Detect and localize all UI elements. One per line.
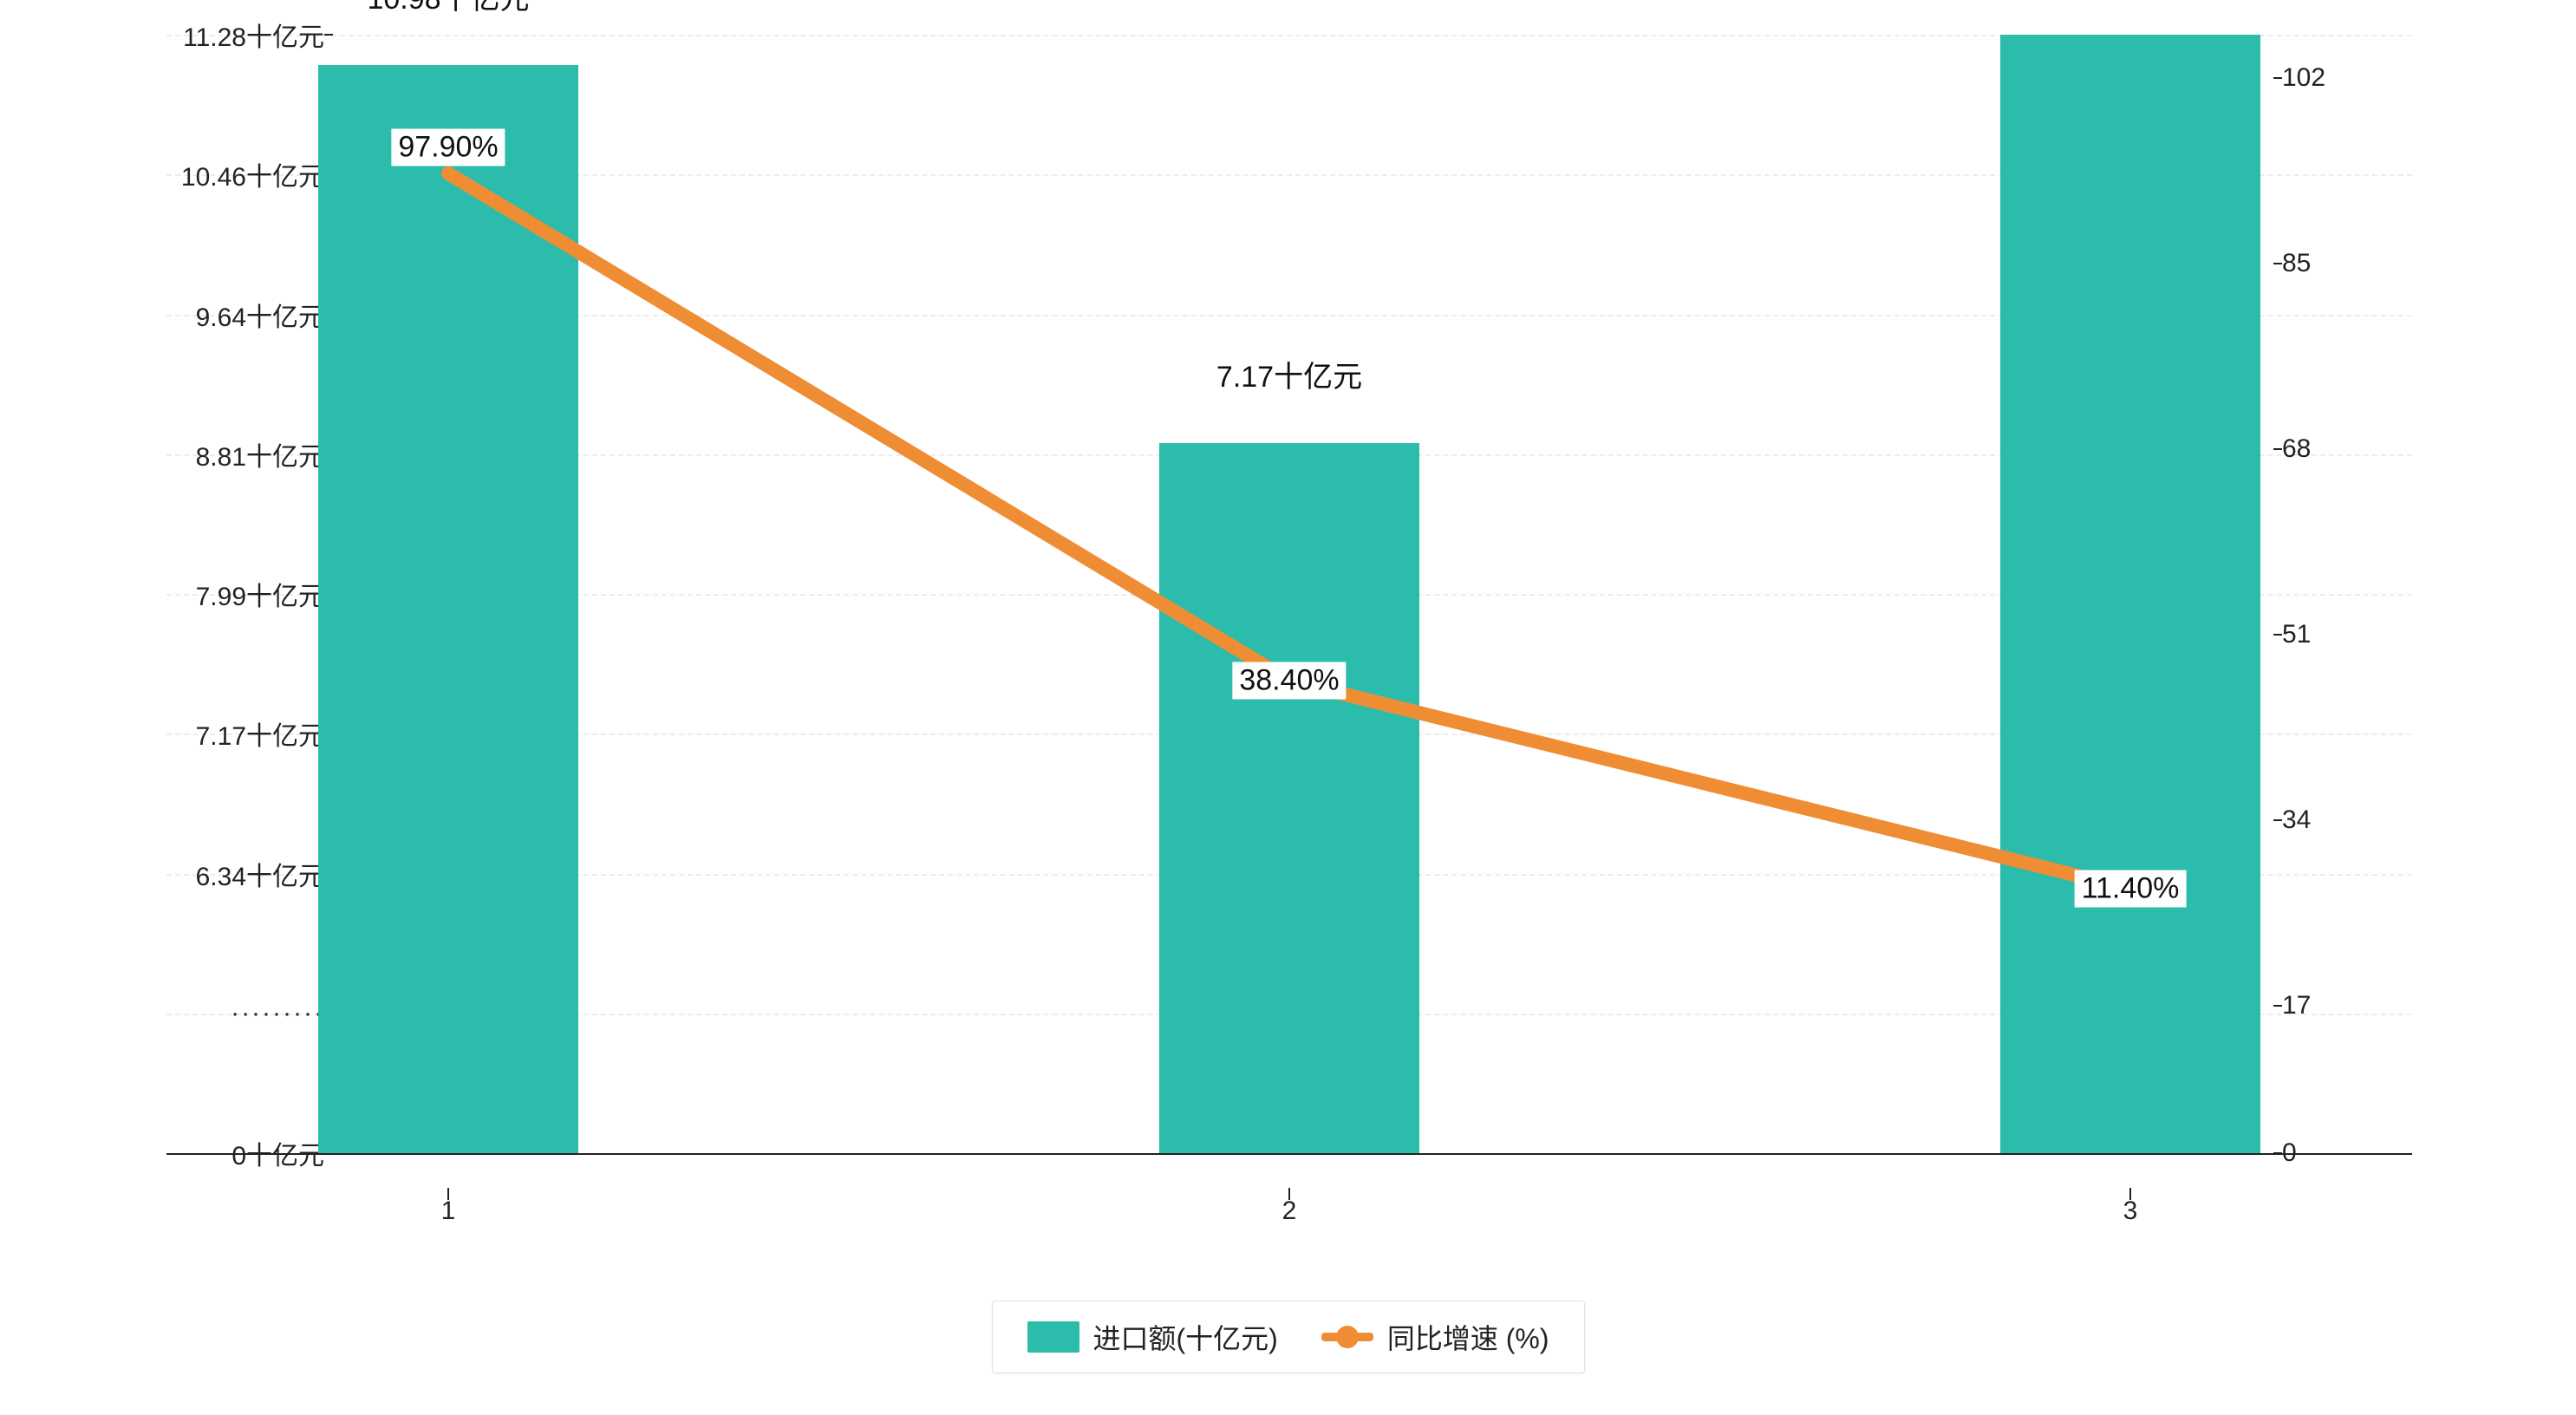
legend-label-import-value: 进口额(十亿元) — [1093, 1317, 1278, 1357]
xtick-label-1[interactable]: 1 — [441, 1197, 456, 1226]
legend-swatch-import-value — [1027, 1321, 1079, 1353]
plot-area: 11.28十亿元 10.46十亿元 9.64十亿元 8.81十亿元 7.99十亿… — [166, 35, 2412, 1153]
legend-item-bar[interactable]: 进口额(十亿元) — [1027, 1317, 1278, 1357]
line-point-label-2: 38.40% — [1232, 662, 1346, 700]
xtick-label-2[interactable]: 2 — [1282, 1197, 1297, 1226]
line-series-svg[interactable] — [166, 35, 2412, 1153]
legend-item-line[interactable]: 同比增速 (%) — [1321, 1317, 1549, 1357]
line-point-label-3: 11.40% — [2075, 871, 2187, 908]
legend: 进口额(十亿元) 同比增速 (%) — [992, 1301, 1585, 1373]
xtick-label-3[interactable]: 3 — [2123, 1197, 2138, 1226]
x-axis-line — [166, 1153, 2412, 1155]
line-point-label-1: 97.90% — [391, 129, 505, 166]
bar-value-label-1: 10.98十亿元 — [362, 0, 534, 19]
line-series-path[interactable] — [448, 173, 2130, 889]
legend-label-growth-rate: 同比增速 (%) — [1387, 1317, 1549, 1357]
legend-swatch-growth-rate — [1321, 1333, 1373, 1341]
chart-container: 11.28十亿元 10.46十亿元 9.64十亿元 8.81十亿元 7.99十亿… — [0, 0, 2576, 1415]
